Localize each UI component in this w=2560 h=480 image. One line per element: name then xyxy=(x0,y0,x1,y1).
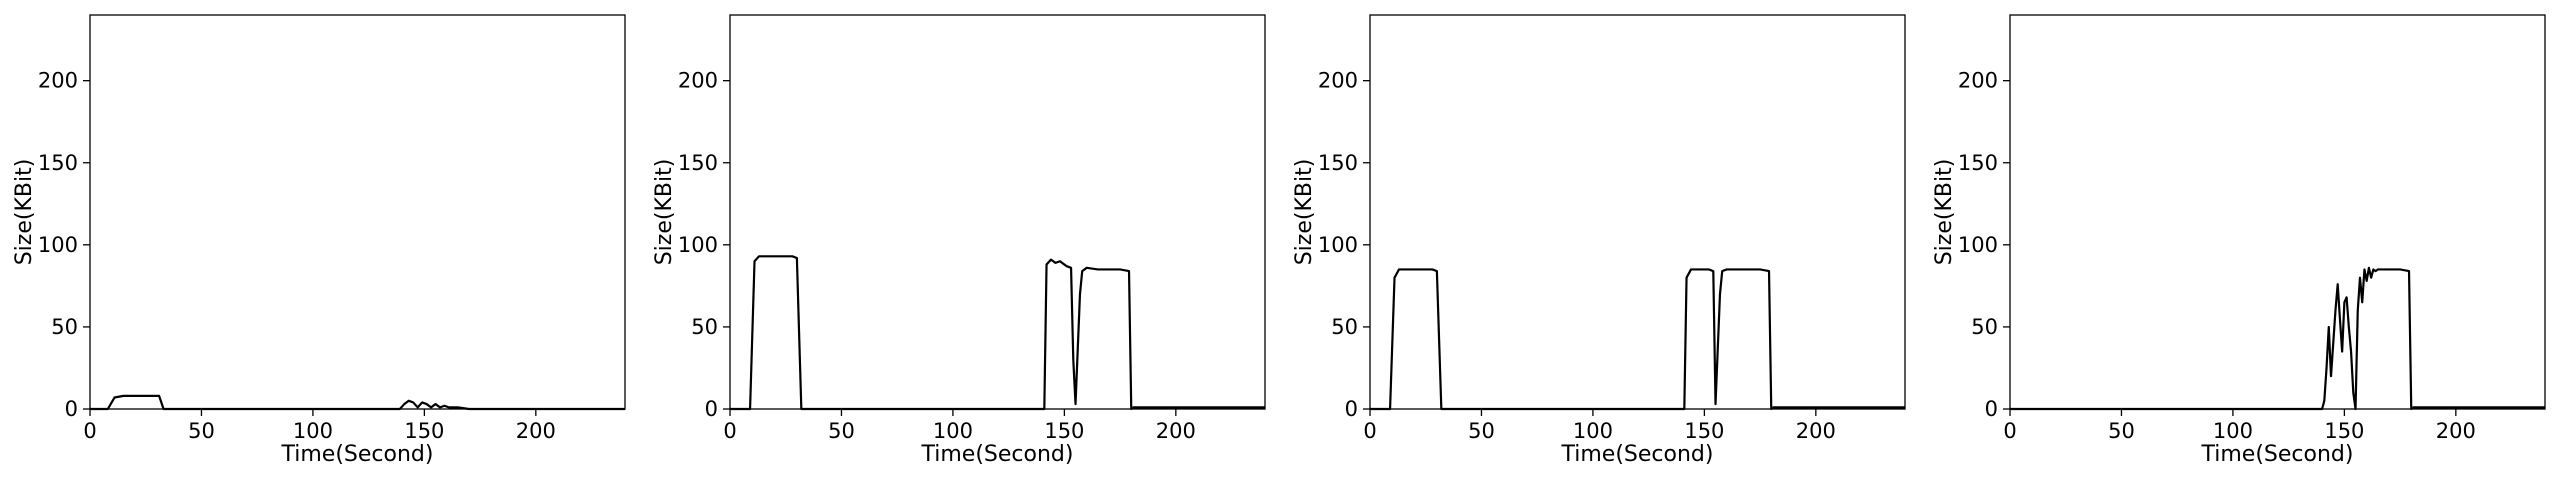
plot-frame xyxy=(729,14,1266,410)
y-tick-label: 50 xyxy=(1331,315,1358,339)
y-tick-label: 200 xyxy=(1318,69,1358,93)
x-tick-label: 200 xyxy=(2436,419,2476,443)
y-tick-label: 150 xyxy=(38,151,78,175)
y-tick-label: 0 xyxy=(705,397,718,421)
x-tick-label: 150 xyxy=(404,419,444,443)
chart-panel-1: 0 50 100 150 200 0 50 100 150 200 Time(Second) Size… xyxy=(12,14,626,467)
chart-panel-2: 0 50 100 150 200 0 50 100 150 200 Time(Second) Size… xyxy=(652,14,1266,467)
x-tick-label: 100 xyxy=(293,419,333,443)
plot-frame xyxy=(1369,14,1906,410)
series-line-1 xyxy=(1370,268,1905,411)
x-tick-label: 100 xyxy=(1573,419,1613,443)
x-axis-label: Time(Second) xyxy=(1561,442,1714,467)
y-tick-label: 200 xyxy=(1958,69,1998,93)
x-tick-label: 200 xyxy=(1156,419,1196,443)
y-tick-label: 150 xyxy=(1958,151,1998,175)
y-tick-label: 100 xyxy=(1318,233,1358,257)
x-tick-label: 0 xyxy=(83,419,96,443)
x-axis-label: Time(Second) xyxy=(2201,442,2354,467)
plot-frame xyxy=(89,14,626,410)
y-axis-label: Size(KBit) xyxy=(1932,159,1957,266)
x-tick-label: 50 xyxy=(2108,419,2135,443)
x-tick-label: 100 xyxy=(933,419,973,443)
x-tick-label: 0 xyxy=(723,419,736,443)
series-line-1 xyxy=(90,394,625,411)
x-tick-label: 50 xyxy=(1468,419,1495,443)
y-tick-label: 100 xyxy=(678,233,718,257)
x-tick-label: 0 xyxy=(1363,419,1376,443)
chart-panel-4: 0 50 100 150 200 0 50 100 150 200 Time(Second) Size… xyxy=(1932,14,2546,467)
x-tick-label: 150 xyxy=(1684,419,1724,443)
y-tick-label: 0 xyxy=(65,397,78,421)
x-tick-label: 0 xyxy=(2003,419,2016,443)
y-tick-label: 50 xyxy=(1971,315,1998,339)
y-axis-label: Size(KBit) xyxy=(12,159,37,266)
series-line-1 xyxy=(730,255,1265,411)
y-tick-label: 200 xyxy=(38,69,78,93)
y-tick-label: 150 xyxy=(1318,151,1358,175)
chart-panel-3: 0 50 100 150 200 0 50 100 150 200 Time(Second) Size… xyxy=(1292,14,1906,467)
y-tick-label: 0 xyxy=(1345,397,1358,421)
y-tick-label: 0 xyxy=(1985,397,1998,421)
y-axis-label: Size(KBit) xyxy=(1292,159,1317,266)
x-tick-label: 200 xyxy=(516,419,556,443)
y-tick-label: 50 xyxy=(51,315,78,339)
y-tick-label: 150 xyxy=(678,151,718,175)
x-tick-label: 100 xyxy=(2213,419,2253,443)
y-tick-label: 50 xyxy=(691,315,718,339)
x-tick-label: 150 xyxy=(2324,419,2364,443)
plot-frame xyxy=(2009,14,2546,410)
x-tick-label: 150 xyxy=(1044,419,1084,443)
y-tick-label: 100 xyxy=(1958,233,1998,257)
y-axis-label: Size(KBit) xyxy=(652,159,677,266)
y-tick-label: 100 xyxy=(38,233,78,257)
x-axis-label: Time(Second) xyxy=(921,442,1074,467)
series-line-1 xyxy=(2010,266,2545,411)
x-axis-label: Time(Second) xyxy=(281,442,434,467)
x-tick-label: 50 xyxy=(188,419,215,443)
y-tick-label: 200 xyxy=(678,69,718,93)
x-tick-label: 200 xyxy=(1796,419,1836,443)
x-tick-label: 50 xyxy=(828,419,855,443)
